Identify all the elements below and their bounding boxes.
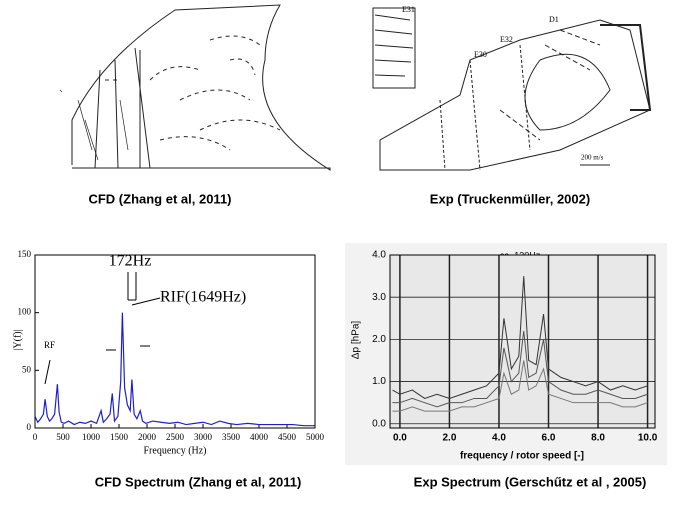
- plot-frame: [34, 254, 316, 429]
- caption: Exp (Truckenmüller, 2002): [430, 191, 590, 206]
- y-tick-label: 3.0: [372, 292, 386, 303]
- x-tick-label: 10.0: [638, 433, 658, 444]
- x-axis-label: Frequency (Hz): [143, 445, 206, 456]
- exp-diagram: [372, 7, 652, 171]
- diagram-label: D1: [549, 15, 559, 24]
- x-tick-label: 0: [33, 432, 38, 442]
- x-tick-label: 4000: [250, 432, 269, 442]
- x-axis-label: frequency / rotor speed [-]: [460, 451, 584, 462]
- diagram-label: E31: [402, 5, 415, 14]
- x-tick-label: 5000: [306, 432, 325, 442]
- y-tick-label: 0: [27, 422, 32, 432]
- annotation: RIF(1649Hz): [160, 289, 246, 306]
- series-line: [392, 360, 648, 412]
- x-tick-label: 2.0: [442, 433, 456, 444]
- y-tick-label: 150: [18, 249, 32, 259]
- x-tick-label: 0.0: [393, 433, 407, 444]
- diagram-label: 200 m/s: [581, 154, 604, 162]
- caption: Exp Spectrum (Gerschűtz et al , 2005): [414, 474, 647, 489]
- x-tick-label: 2500: [166, 432, 185, 442]
- x-tick-label: 4500: [278, 432, 297, 442]
- y-axis-label: Δp [hPa]: [351, 321, 362, 360]
- y-tick-label: 4.0: [372, 250, 386, 261]
- diagram-label: E32: [500, 35, 513, 44]
- x-tick-label: 2000: [138, 432, 157, 442]
- caption: CFD (Zhang et al, 2011): [88, 191, 231, 206]
- x-tick-label: 4.0: [492, 433, 506, 444]
- x-tick-label: 500: [56, 432, 70, 442]
- x-tick-label: 6.0: [542, 433, 556, 444]
- plot-frame: [389, 254, 656, 429]
- y-tick-label: 0.0: [372, 418, 386, 429]
- annotation: 172Hz: [109, 253, 152, 270]
- series-line: [34, 312, 315, 427]
- series-line: [392, 276, 648, 400]
- y-tick-label: 1.0: [372, 376, 386, 387]
- y-tick-label: 50: [22, 364, 32, 374]
- x-tick-label: 1000: [82, 432, 101, 442]
- x-tick-label: 8.0: [591, 433, 605, 444]
- cfd-diagram: [59, 4, 331, 171]
- y-tick-label: 100: [18, 307, 32, 317]
- diagram-label: E30: [474, 50, 487, 59]
- series-line: [392, 330, 648, 408]
- x-tick-label: 1500: [110, 432, 129, 442]
- y-tick-label: 2.0: [372, 334, 386, 345]
- x-tick-label: 3000: [194, 432, 213, 442]
- annotation: RF: [44, 340, 55, 350]
- annotation-arrows: [44, 272, 161, 385]
- y-axis-label: |Y(f)|: [12, 329, 23, 350]
- x-tick-label: 3500: [222, 432, 241, 442]
- caption: CFD Spectrum (Zhang et al, 2011): [95, 474, 302, 489]
